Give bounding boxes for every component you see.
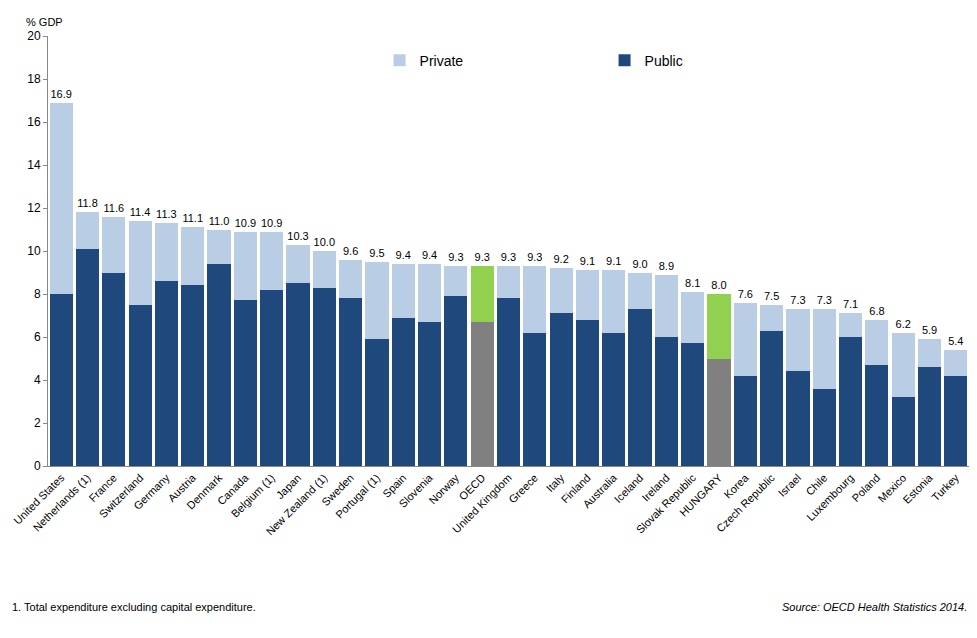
svg-text:United Kingdom: United Kingdom: [450, 472, 514, 536]
svg-text:Austria: Austria: [165, 471, 198, 504]
svg-text:% GDP: % GDP: [26, 16, 63, 28]
svg-text:Slovak Republic: Slovak Republic: [634, 471, 699, 536]
svg-text:10.3: 10.3: [287, 230, 308, 242]
svg-text:8.9: 8.9: [659, 260, 674, 272]
svg-text:4: 4: [34, 373, 41, 387]
svg-text:11.3: 11.3: [156, 208, 177, 220]
svg-text:18: 18: [27, 72, 41, 86]
svg-text:9.3: 9.3: [475, 251, 490, 263]
svg-text:9.4: 9.4: [396, 249, 411, 261]
svg-text:9.3: 9.3: [448, 251, 463, 263]
svg-text:2: 2: [34, 416, 41, 430]
svg-text:11.8: 11.8: [77, 197, 98, 209]
svg-text:9.0: 9.0: [632, 258, 647, 270]
svg-text:9.3: 9.3: [501, 251, 516, 263]
svg-text:Japan: Japan: [274, 472, 304, 502]
svg-text:16: 16: [27, 115, 41, 129]
svg-text:Finland: Finland: [559, 472, 593, 506]
svg-text:8.1: 8.1: [685, 277, 700, 289]
svg-text:Switzerland: Switzerland: [97, 472, 146, 521]
svg-text:Italy: Italy: [544, 471, 567, 494]
svg-text:Portugal (1): Portugal (1): [333, 472, 382, 521]
svg-text:Mexico: Mexico: [875, 472, 908, 505]
svg-text:12: 12: [27, 201, 41, 215]
svg-text:9.4: 9.4: [422, 249, 437, 261]
svg-text:16.9: 16.9: [50, 88, 71, 100]
svg-text:6.2: 6.2: [896, 318, 911, 330]
svg-text:11.6: 11.6: [103, 202, 124, 214]
svg-text:9.6: 9.6: [343, 245, 358, 257]
svg-text:0: 0: [34, 459, 41, 473]
svg-text:8: 8: [34, 287, 41, 301]
svg-text:10: 10: [27, 244, 41, 258]
svg-text:6.8: 6.8: [869, 305, 884, 317]
svg-text:7.3: 7.3: [790, 294, 805, 306]
svg-text:11.1: 11.1: [182, 212, 203, 224]
svg-text:Australia: Australia: [580, 471, 619, 510]
svg-text:Public: Public: [645, 53, 683, 69]
svg-text:9.1: 9.1: [606, 255, 621, 267]
svg-text:14: 14: [27, 158, 41, 172]
svg-text:Czech Republic: Czech Republic: [714, 471, 777, 534]
svg-text:Israel: Israel: [776, 472, 804, 500]
svg-text:New Zealand (1): New Zealand (1): [264, 472, 330, 538]
svg-text:5.9: 5.9: [922, 324, 937, 336]
svg-text:HUNGARY: HUNGARY: [677, 471, 725, 519]
svg-text:10.9: 10.9: [235, 217, 256, 229]
svg-text:9.3: 9.3: [527, 251, 542, 263]
svg-text:Norway: Norway: [426, 471, 461, 506]
svg-text:Sweden: Sweden: [319, 472, 356, 509]
svg-text:6: 6: [34, 330, 41, 344]
svg-text:Canada: Canada: [215, 471, 251, 507]
svg-text:Poland: Poland: [849, 472, 882, 505]
svg-text:Germany: Germany: [131, 471, 172, 512]
svg-text:United States: United States: [11, 471, 67, 527]
svg-text:OECD: OECD: [457, 471, 488, 502]
svg-text:France: France: [86, 472, 119, 505]
svg-text:9.2: 9.2: [553, 253, 568, 265]
svg-text:Korea: Korea: [721, 471, 751, 501]
svg-text:Iceland: Iceland: [612, 472, 646, 506]
svg-text:10.0: 10.0: [314, 236, 335, 248]
svg-text:Denmark: Denmark: [184, 471, 224, 511]
svg-text:11.0: 11.0: [209, 215, 230, 227]
svg-text:Belgium (1): Belgium (1): [229, 472, 277, 520]
svg-text:Turkey: Turkey: [929, 471, 961, 503]
svg-text:7.5: 7.5: [764, 290, 779, 302]
svg-text:11.4: 11.4: [130, 206, 151, 218]
svg-text:Ireland: Ireland: [639, 472, 671, 504]
svg-text:Estonia: Estonia: [900, 471, 935, 506]
svg-text:7.3: 7.3: [817, 294, 832, 306]
svg-text:1. Total expenditure excluding: 1. Total expenditure excluding capital e…: [12, 601, 256, 613]
svg-text:5.4: 5.4: [948, 335, 963, 347]
svg-text:7.1: 7.1: [843, 298, 858, 310]
svg-text:20: 20: [27, 29, 41, 43]
svg-text:10.9: 10.9: [261, 217, 282, 229]
svg-text:Slovenia: Slovenia: [397, 471, 436, 510]
svg-text:Luxembourg: Luxembourg: [804, 472, 856, 524]
svg-text:9.1: 9.1: [580, 255, 595, 267]
svg-text:Chile: Chile: [803, 472, 829, 498]
svg-text:8.0: 8.0: [711, 279, 726, 291]
svg-text:Greece: Greece: [506, 472, 540, 506]
svg-text:7.6: 7.6: [738, 288, 753, 300]
svg-text:9.5: 9.5: [369, 247, 384, 259]
svg-text:Netherlands (1): Netherlands (1): [31, 472, 93, 534]
svg-text:Spain: Spain: [380, 472, 408, 500]
svg-text:Private: Private: [420, 53, 464, 69]
svg-text:Source: OECD Health Statistics: Source: OECD Health Statistics 2014.: [782, 601, 967, 613]
